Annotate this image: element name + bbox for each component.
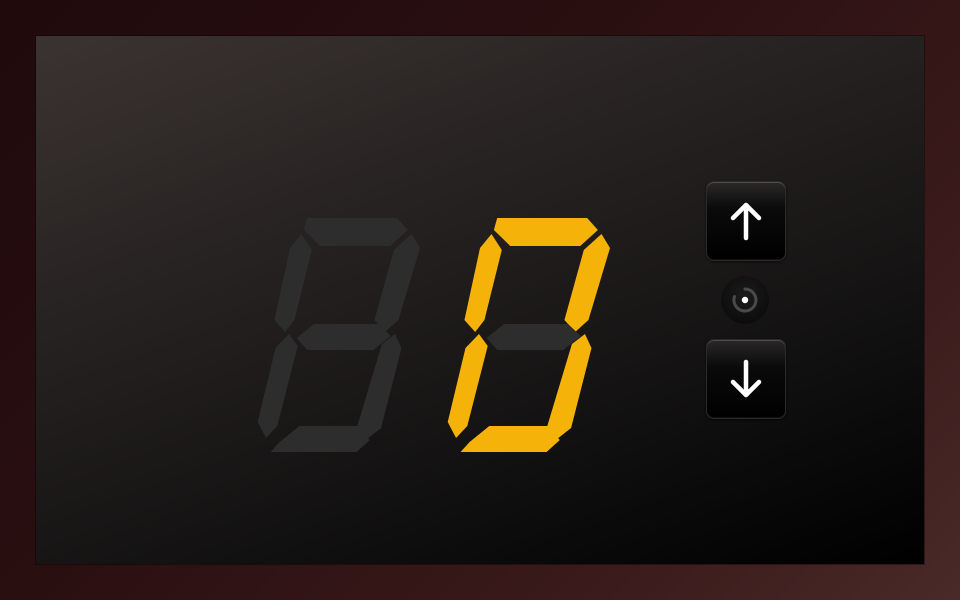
- digit-ones: [447, 218, 611, 452]
- segment-f-off: [274, 234, 312, 332]
- arrow-up-icon: [730, 202, 762, 241]
- segment-c-off: [357, 334, 402, 440]
- segment-e-off: [257, 334, 298, 438]
- segment-d-on: [460, 426, 560, 452]
- up-button[interactable]: [706, 181, 786, 261]
- segment-d-off: [270, 426, 370, 452]
- digit-tens: [257, 218, 421, 452]
- down-button[interactable]: [706, 339, 786, 419]
- display-panel: [36, 36, 924, 564]
- segment-b-off: [374, 234, 421, 332]
- segment-g-off: [296, 324, 391, 350]
- segment-a-on: [493, 218, 598, 246]
- segment-a-off: [303, 218, 408, 246]
- status-indicator: [721, 276, 769, 324]
- floor-controls: [706, 181, 786, 421]
- seven-segment-display: [226, 176, 611, 466]
- seven-segment-svg: [257, 218, 611, 452]
- loading-ring-icon: [732, 287, 758, 313]
- segment-b-on: [564, 234, 611, 332]
- segment-g-off: [486, 324, 581, 350]
- arrow-down-icon: [730, 359, 762, 398]
- segment-f-on: [464, 234, 502, 332]
- segment-e-on: [447, 334, 488, 438]
- segment-c-on: [547, 334, 592, 440]
